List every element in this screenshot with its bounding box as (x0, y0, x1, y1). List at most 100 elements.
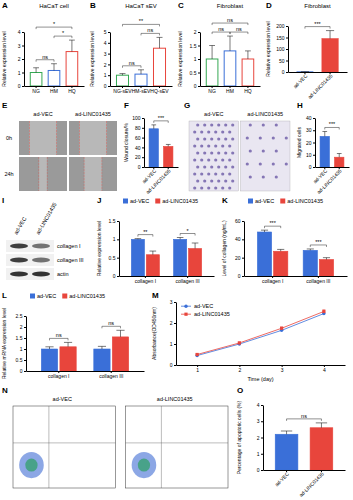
tick-label: ad-LINC01435 (145, 168, 172, 195)
title: HaCaT sEV (125, 3, 157, 9)
column-label: ad-VEC (53, 396, 72, 402)
tick-mark (108, 64, 110, 65)
significance-bracket (138, 235, 153, 237)
cell-dot (207, 144, 210, 147)
tick: collagen III (176, 276, 200, 284)
panel-letter: I (2, 196, 4, 205)
tick-label: 0 (18, 83, 21, 89)
blot-band (32, 257, 50, 262)
tick-label: HQ (68, 88, 76, 94)
quadrant-line (126, 442, 229, 443)
title: Fibroblast (304, 3, 331, 9)
wound-gap (80, 121, 107, 155)
error-bar (116, 330, 124, 337)
y-axis-title: Wound closure/% (123, 122, 129, 162)
cell-dot (221, 158, 224, 161)
cell-dot (275, 149, 278, 152)
tick: HQ-sEV (150, 86, 169, 94)
cell-dot (285, 136, 288, 139)
tick-label: 4 (18, 29, 21, 35)
column-label: ad-LINC01435 (75, 111, 111, 117)
significance-label: *** (315, 239, 322, 245)
tick-label: 20 (235, 255, 241, 261)
tick: HQ (244, 86, 252, 94)
cell-dot (231, 137, 234, 140)
x-axis: ad-VECad-LINC01435 (289, 72, 348, 100)
axis-line (289, 72, 348, 73)
image (13, 406, 116, 488)
tick-label: 0.5 (16, 357, 23, 363)
y-axis: 01234 (257, 402, 264, 473)
error-bar (337, 154, 342, 158)
cell-dot (262, 149, 265, 152)
plot: 01231234Time (day)ad-VECad-LINC01435 (170, 299, 346, 382)
tick: ad-VEC (273, 470, 290, 487)
image (69, 121, 117, 155)
row-label: 24h (4, 171, 13, 177)
panel: ***020406080100ad-VECad-LINC01435Wound c… (123, 101, 178, 195)
panel-letter: H (297, 101, 303, 110)
wound-gap (30, 121, 57, 155)
tick-label: 1 (170, 341, 173, 347)
tick-label: 1.5 (109, 218, 116, 224)
row-label: actin (57, 271, 69, 277)
tick-label: ad-LINC01435 (306, 73, 333, 100)
significance-bracket (122, 24, 159, 26)
legend-swatch (280, 199, 285, 204)
marker (322, 310, 325, 313)
significance-bracket (212, 32, 230, 34)
tick-label: 2 (238, 367, 241, 373)
significance-label: ns (236, 26, 242, 32)
axis-line (264, 470, 346, 471)
significance-bracket (102, 326, 121, 328)
cell-dot (196, 137, 199, 140)
tick-mark (22, 59, 24, 60)
x-axis: NGHMHQ (201, 86, 261, 94)
panel: ad-VECad-LINC01435N (2, 386, 228, 488)
tick-mark (24, 327, 26, 328)
axis-line (244, 222, 245, 277)
y-axis: 050100150200 (276, 23, 288, 75)
error-bar (316, 423, 327, 428)
image (19, 157, 67, 191)
tick: 2 (257, 435, 263, 441)
cell-dot (193, 144, 196, 147)
marks (320, 131, 344, 167)
cell-dot (231, 123, 234, 126)
image-cell (13, 406, 116, 488)
cell-dot (275, 123, 278, 126)
tick-label: 3 (18, 43, 21, 49)
tick: 2 (20, 324, 26, 330)
axis-line (111, 86, 173, 87)
marks (297, 31, 338, 72)
tick: 10 (306, 152, 315, 158)
cell-dot (203, 123, 206, 126)
significance-bracket (36, 27, 72, 29)
y-axis: 020406080100 (132, 115, 144, 170)
cell-dot (214, 186, 217, 189)
significance-bracket (230, 32, 248, 34)
tick-mark (142, 118, 144, 119)
tick: 3 (281, 365, 284, 373)
tick: 1.5 (190, 43, 200, 49)
panel-letter: K (222, 196, 228, 205)
error-bar (157, 37, 163, 48)
tick-label: 150 (276, 35, 285, 41)
error-bar (322, 131, 327, 136)
tick: 0 (104, 83, 110, 89)
error-bar (138, 70, 144, 74)
legend-label: ad-LINC01435 (69, 293, 105, 299)
title: Fibroblast (217, 3, 244, 9)
quadrant-line (161, 406, 162, 488)
tick: 60 (235, 218, 244, 224)
bar (164, 146, 173, 167)
legend-label: ad-LINC01435 (194, 311, 230, 317)
y-axis: 010203040 (306, 115, 316, 170)
significance-bracket (305, 27, 330, 29)
tick-mark (142, 157, 144, 158)
bar (146, 255, 159, 276)
image (126, 406, 229, 488)
panel: ad-VECad-LINC01435G (184, 101, 290, 191)
cell-dot (193, 186, 196, 189)
error-bar (151, 125, 156, 129)
